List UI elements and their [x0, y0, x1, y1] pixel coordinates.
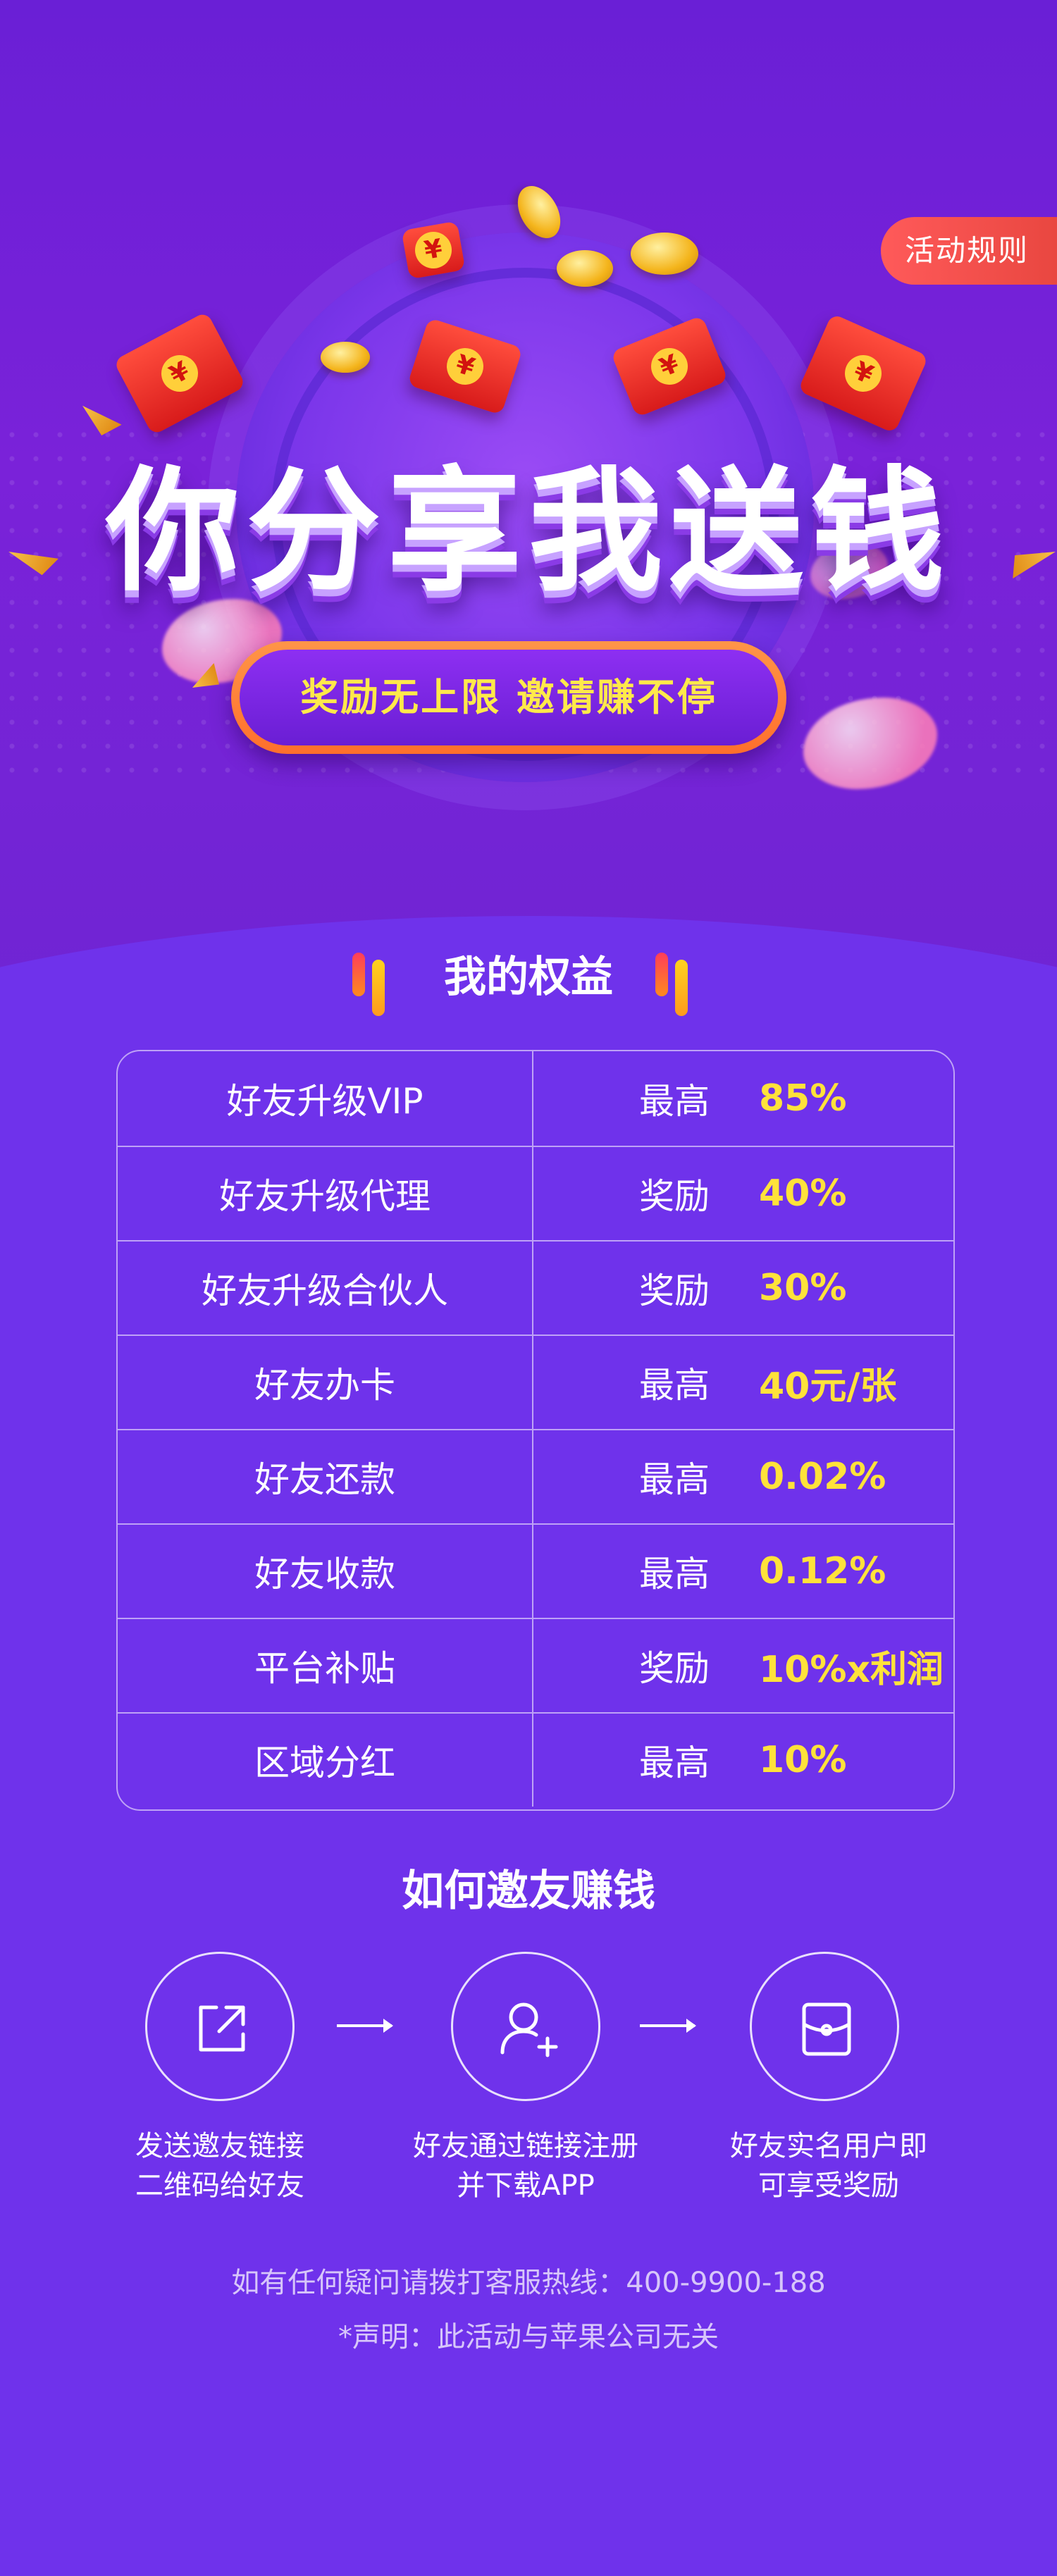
hotline-text: 如有任何疑问请拨打客服热线：400-9900-188	[231, 2267, 826, 2299]
benefit-prefix: 奖励	[639, 1176, 710, 1217]
table-row: 好友升级VIP 最高 85%	[118, 1051, 953, 1146]
table-row: 好友升级代理 奖励 40%	[118, 1146, 953, 1240]
benefit-prefix: 最高	[639, 1554, 710, 1594]
benefit-reward: 最高 85%	[533, 1051, 953, 1146]
benefits-title: 我的权益	[444, 953, 613, 1002]
benefit-reward: 最高 10%	[533, 1714, 953, 1807]
hero-slogan-pill: 奖励无上限 邀请赚不停	[231, 641, 786, 754]
benefit-name: 好友收款	[118, 1525, 533, 1618]
benefit-value: 40元/张	[759, 1365, 897, 1408]
benefit-prefix: 最高	[639, 1365, 710, 1406]
step-text-line: 可享受奖励	[758, 2169, 899, 2202]
step-reward-text: 好友实名用户即 可享受奖励	[702, 2126, 956, 2205]
arrow-right-icon	[337, 2015, 396, 2036]
step-share-text: 发送邀友链接 二维码给好友	[93, 2126, 347, 2205]
red-envelope-decoration	[798, 313, 929, 434]
content-background	[0, 916, 1057, 2576]
red-envelope-decoration	[401, 221, 466, 280]
benefit-value: 40%	[759, 1172, 847, 1215]
step-text-line: 发送邀友链接	[135, 2130, 304, 2162]
red-envelope-decoration	[113, 311, 247, 436]
activity-rules-button[interactable]: 活动规则	[881, 217, 1057, 285]
benefit-value: 85%	[759, 1077, 847, 1120]
table-row: 好友收款 最高 0.12%	[118, 1523, 953, 1618]
benefit-reward: 奖励 30%	[533, 1241, 953, 1335]
how-to-title: 如何邀友赚钱	[402, 1866, 655, 1916]
red-envelope-icon	[802, 2002, 851, 2056]
benefit-prefix: 最高	[639, 1081, 710, 1122]
gold-coin-decoration	[321, 342, 370, 373]
step-reward	[750, 1952, 899, 2101]
hero-title: 你分享我送钱	[105, 454, 951, 609]
benefit-value: 0.02%	[759, 1456, 886, 1498]
benefit-reward: 最高 40元/张	[533, 1336, 953, 1429]
benefit-prefix: 最高	[639, 1742, 710, 1783]
step-register	[451, 1952, 600, 2101]
benefit-name: 平台补贴	[118, 1619, 533, 1712]
benefit-name: 区域分红	[118, 1714, 533, 1807]
table-row: 好友升级合伙人 奖励 30%	[118, 1240, 953, 1335]
benefit-prefix: 最高	[639, 1459, 710, 1500]
benefit-name: 好友升级VIP	[118, 1051, 533, 1146]
benefit-value: 10%x利润	[759, 1648, 944, 1691]
benefit-prefix: 奖励	[639, 1648, 710, 1689]
step-text-line: 二维码给好友	[135, 2169, 304, 2202]
benefit-reward: 最高 0.12%	[533, 1525, 953, 1618]
step-register-text: 好友通过链接注册 并下载APP	[399, 2126, 653, 2205]
benefits-table: 好友升级VIP 最高 85% 好友升级代理 奖励 40% 好友升级合伙人 奖励 …	[116, 1050, 955, 1811]
disclaimer-text: *声明：此活动与苹果公司无关	[338, 2321, 719, 2353]
benefit-prefix: 奖励	[639, 1270, 710, 1311]
benefit-reward: 奖励 40%	[533, 1147, 953, 1240]
benefit-value: 30%	[759, 1267, 847, 1309]
benefit-reward: 奖励 10%x利润	[533, 1619, 953, 1712]
gold-coin-decoration	[631, 233, 698, 275]
benefit-name: 好友办卡	[118, 1336, 533, 1429]
arrow-right-icon	[640, 2015, 699, 2036]
benefit-name: 好友升级代理	[118, 1147, 533, 1240]
gold-coin-decoration	[557, 250, 613, 287]
table-row: 好友还款 最高 0.02%	[118, 1429, 953, 1523]
share-icon	[199, 2005, 245, 2052]
step-text-line: 好友实名用户即	[730, 2130, 927, 2162]
benefit-reward: 最高 0.02%	[533, 1430, 953, 1523]
benefit-value: 0.12%	[759, 1550, 886, 1592]
table-row: 好友办卡 最高 40元/张	[118, 1335, 953, 1429]
benefit-name: 好友还款	[118, 1430, 533, 1523]
step-text-line: 并下载APP	[457, 2169, 595, 2202]
title-decoration-left	[352, 953, 395, 1016]
step-share	[145, 1952, 295, 2101]
step-text-line: 好友通过链接注册	[413, 2130, 638, 2162]
benefit-value: 10%	[759, 1739, 847, 1781]
table-row: 区域分红 最高 10%	[118, 1712, 953, 1807]
hero-banner: 你分享我送钱 奖励无上限 邀请赚不停	[0, 0, 1057, 1036]
hero-slogan: 奖励无上限 邀请赚不停	[240, 650, 778, 745]
table-row: 平台补贴 奖励 10%x利润	[118, 1618, 953, 1712]
title-decoration-right	[655, 953, 698, 1016]
add-user-icon	[500, 2002, 558, 2057]
benefit-name: 好友升级合伙人	[118, 1241, 533, 1335]
